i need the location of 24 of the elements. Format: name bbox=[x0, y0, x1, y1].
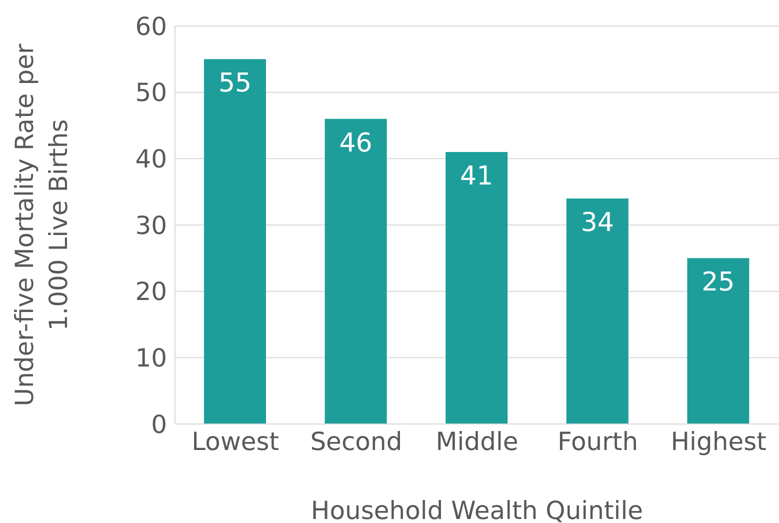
data-label: 55 bbox=[218, 68, 252, 99]
bar bbox=[446, 152, 508, 424]
y-tick-label: 20 bbox=[135, 277, 167, 306]
data-label: 41 bbox=[460, 161, 494, 192]
y-tick-label: 30 bbox=[135, 210, 167, 240]
x-tick-label: Highest bbox=[670, 426, 767, 456]
y-tick-label: 50 bbox=[135, 78, 167, 108]
x-tick-label: Second bbox=[310, 426, 402, 456]
bar bbox=[687, 258, 750, 424]
data-label: 46 bbox=[339, 128, 372, 158]
data-label: 25 bbox=[702, 268, 735, 298]
y-tick-label: 40 bbox=[135, 144, 167, 174]
y-tick-label: 60 bbox=[135, 12, 167, 41]
y-tick-label: 0 bbox=[151, 410, 167, 439]
x-tick-label: Lowest bbox=[192, 426, 280, 456]
x-tick-label: Middle bbox=[436, 426, 518, 456]
data-label: 34 bbox=[580, 208, 614, 238]
x-axis-title: Household Wealth Quintile bbox=[310, 496, 644, 523]
x-tick-label: Fourth bbox=[558, 426, 638, 456]
bar bbox=[566, 198, 628, 424]
y-axis-title: Under-five Mortality Rate per 1.000 Live Births bbox=[10, 43, 73, 406]
y-tick-label: 10 bbox=[135, 344, 167, 373]
bar bbox=[324, 118, 387, 424]
bar bbox=[204, 59, 266, 424]
